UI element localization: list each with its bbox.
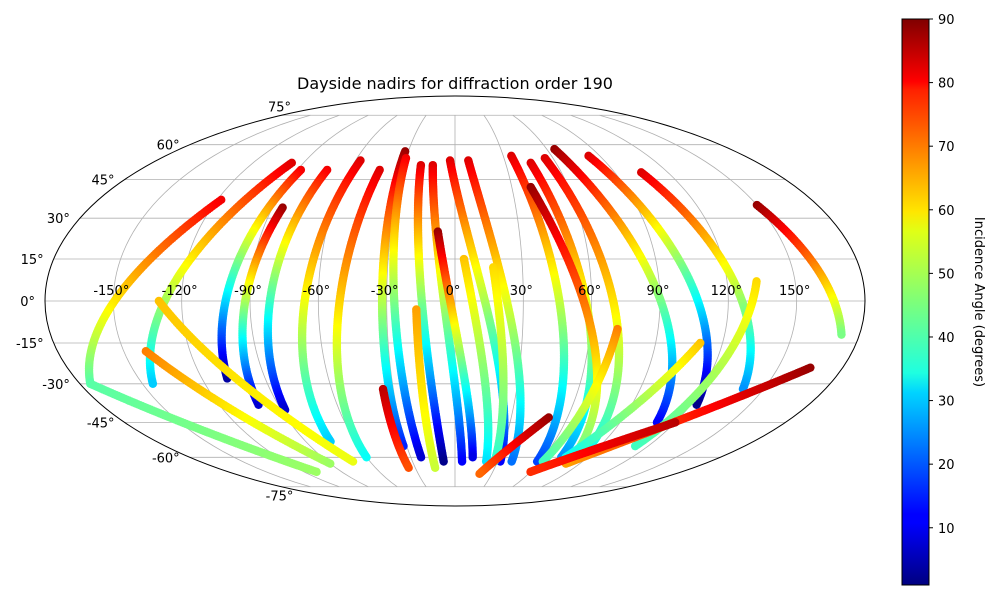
data-point xyxy=(439,457,448,466)
lon-tick-label: -120° xyxy=(162,284,198,299)
lon-gridline xyxy=(570,114,729,488)
lat-tick-label: 30° xyxy=(47,212,70,227)
data-point xyxy=(148,379,158,389)
lon-tick-label: 30° xyxy=(510,284,533,299)
colorbar-tick-label: 20 xyxy=(938,458,955,473)
data-point xyxy=(468,453,477,462)
lon-tick-label: 120° xyxy=(711,284,742,299)
data-point xyxy=(348,457,358,466)
lon-gridline xyxy=(599,114,798,488)
colorbar-tick-label: 30 xyxy=(938,395,955,410)
plot-area: -150° -120° -90° -60° -30° 0° 30° 60° 90° 120° 150… xyxy=(16,95,866,507)
data-point xyxy=(457,457,467,466)
data-point xyxy=(312,467,321,477)
lat-tick-label: -30° xyxy=(42,378,70,393)
colorbar-gradient xyxy=(901,18,930,586)
lon-gridline xyxy=(181,114,340,488)
colorbar-tick-label: 80 xyxy=(938,77,955,92)
data-point xyxy=(507,457,516,466)
colorbar-ticks: 10 20 30 40 50 60 70 80 90 xyxy=(929,13,955,537)
colorbar-label: Incidence Angle (degrees) xyxy=(971,217,986,387)
lat-tick-label: 0° xyxy=(20,295,35,310)
data-point xyxy=(326,459,335,468)
lat-tick-label: 15° xyxy=(21,253,44,268)
lon-tick-label: -60° xyxy=(302,284,330,299)
data-point xyxy=(526,467,535,477)
colorbar-tick-label: 40 xyxy=(938,331,955,346)
lat-tick-label: 45° xyxy=(92,174,115,189)
lon-tick-label: -150° xyxy=(93,284,129,299)
map-outline xyxy=(44,95,866,507)
data-points xyxy=(84,144,846,479)
chart-title: Dayside nadirs for diffraction order 190 xyxy=(297,74,613,93)
data-point xyxy=(837,330,846,339)
data-point xyxy=(416,453,426,462)
data-point xyxy=(475,469,484,479)
lat-tick-labels: -75° -60° -45° -30° -15° 0° 15° 30° 45° 60° 75° xyxy=(16,100,293,504)
lon-tick-label: 150° xyxy=(779,284,810,299)
data-point xyxy=(630,441,640,451)
colorbar-tick-label: 60 xyxy=(938,204,955,219)
lon-tick-label: 60° xyxy=(578,284,601,299)
colorbar-tick-label: 90 xyxy=(938,13,955,28)
lon-tick-label: -90° xyxy=(234,284,262,299)
data-point xyxy=(692,400,701,409)
colorbar-tick-label: 70 xyxy=(938,140,955,155)
data-point xyxy=(404,463,413,473)
data-point xyxy=(430,463,440,473)
lon-tick-label: 0° xyxy=(446,284,461,299)
colorbar-tick-label: 10 xyxy=(938,522,955,537)
data-point xyxy=(362,453,371,462)
lon-tick-labels: -150° -120° -90° -60° -30° 0° 30° 60° 90° 120° 150… xyxy=(93,284,810,299)
colorbar: 10 20 30 40 50 60 70 80 90 Incidence Angle (degr… xyxy=(901,13,986,586)
colorbar-tick-label: 50 xyxy=(938,267,955,282)
lat-tick-label: -45° xyxy=(87,416,115,431)
lat-tick-label: -15° xyxy=(16,337,44,352)
lat-tick-label: -60° xyxy=(152,451,180,466)
lon-gridline xyxy=(512,114,593,488)
lat-tick-label: -75° xyxy=(266,490,294,505)
lat-tick-label: 75° xyxy=(268,100,291,115)
lon-tick-label: -30° xyxy=(371,284,399,299)
lon-tick-label: 90° xyxy=(646,284,669,299)
lat-tick-label: 60° xyxy=(157,139,180,154)
